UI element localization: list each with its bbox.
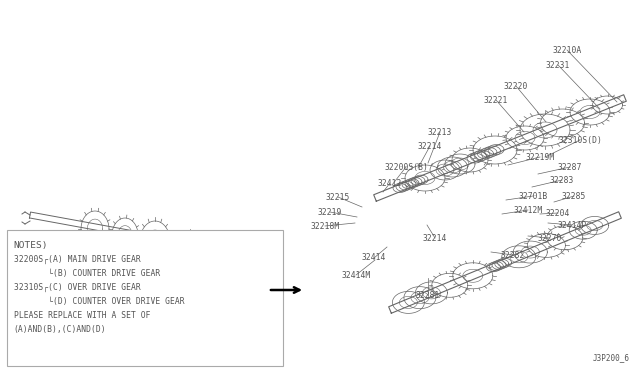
Text: 32221: 32221 — [484, 96, 508, 105]
Text: J3P200_6: J3P200_6 — [593, 353, 630, 362]
Text: 32231: 32231 — [546, 61, 570, 70]
Text: 32200S┌(A) MAIN DRIVE GEAR: 32200S┌(A) MAIN DRIVE GEAR — [13, 255, 140, 264]
Text: 32412M: 32412M — [513, 205, 543, 215]
Text: 32414P: 32414P — [557, 221, 587, 230]
FancyBboxPatch shape — [6, 230, 283, 366]
Text: 32219: 32219 — [318, 208, 342, 217]
Text: 32310S┌(C) OVER DRIVE GEAR: 32310S┌(C) OVER DRIVE GEAR — [13, 283, 140, 292]
Text: 32214: 32214 — [423, 234, 447, 243]
Text: └(B) COUNTER DRIVE GEAR: └(B) COUNTER DRIVE GEAR — [13, 269, 160, 278]
Text: 32214: 32214 — [418, 141, 442, 151]
Text: 32204: 32204 — [546, 208, 570, 218]
Text: 32270: 32270 — [538, 234, 562, 243]
Text: 32281: 32281 — [416, 291, 440, 299]
Text: 32200S(B): 32200S(B) — [384, 163, 428, 171]
Text: └(D) COUNTER OVER DRIVE GEAR: └(D) COUNTER OVER DRIVE GEAR — [13, 296, 184, 306]
Text: (A)AND(B),(C)AND(D): (A)AND(B),(C)AND(D) — [13, 325, 106, 334]
Text: 32218M: 32218M — [310, 221, 340, 231]
Text: 32215: 32215 — [326, 192, 350, 202]
Text: 32219M: 32219M — [525, 153, 555, 161]
Text: 32285: 32285 — [562, 192, 586, 201]
Text: 32213: 32213 — [428, 128, 452, 137]
Text: 32282: 32282 — [501, 250, 525, 260]
Text: 32210A: 32210A — [552, 45, 582, 55]
Text: 32287: 32287 — [558, 163, 582, 171]
Text: 32310S(D): 32310S(D) — [558, 135, 602, 144]
Text: PLEASE REPLACE WITH A SET OF: PLEASE REPLACE WITH A SET OF — [13, 311, 150, 320]
Text: 32220: 32220 — [504, 81, 528, 90]
Text: 32701B: 32701B — [518, 192, 548, 201]
Text: 32283: 32283 — [550, 176, 574, 185]
Text: 32414M: 32414M — [341, 270, 371, 279]
Text: 32414: 32414 — [362, 253, 386, 263]
Text: 32412: 32412 — [378, 179, 402, 187]
Text: NOTES): NOTES) — [13, 241, 48, 250]
